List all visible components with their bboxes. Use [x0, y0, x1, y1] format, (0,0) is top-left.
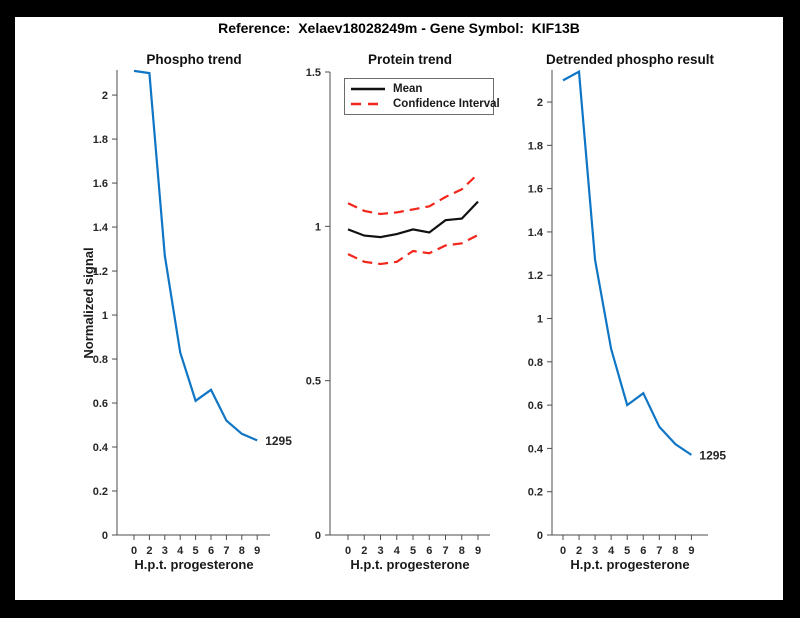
x-tick-label: 3 [592, 545, 598, 557]
y-tick-label: 0.8 [528, 357, 543, 369]
y-tick-label: 1.4 [528, 227, 544, 239]
legend-item-mean: Mean [351, 81, 487, 96]
y-tick-label: 0.4 [93, 442, 109, 454]
subplot-title-detrended-phospho: Detrended phospho result [545, 52, 714, 67]
x-tick-label: 8 [459, 545, 465, 557]
mean-line-sample-icon [351, 87, 385, 91]
legend-label-confidence-interval: Confidence Interval [393, 98, 500, 111]
y-tick-label: 0.2 [93, 486, 108, 498]
x-tick-label: 3 [162, 545, 168, 557]
y-tick-label: 1 [102, 310, 108, 322]
x-tick-label: 0 [131, 545, 137, 557]
x-tick-label: 7 [442, 545, 448, 557]
y-tick-label: 1.2 [528, 270, 543, 282]
x-tick-label: 2 [576, 545, 582, 557]
subplot-title-phospho-trend: Phospho trend [146, 52, 242, 67]
y-tick-label: 1.8 [528, 140, 543, 152]
x-tick-label: 8 [672, 545, 678, 557]
ci-dashed-line-sample-icon [351, 102, 385, 106]
y-tick-label: 1.6 [93, 178, 108, 190]
y-tick-label: 0.6 [93, 398, 108, 410]
x-tick-label: 5 [193, 545, 199, 557]
y-axis-label: Normalized signal [81, 247, 96, 359]
x-tick-label: 5 [624, 545, 630, 557]
y-tick-label: 0.4 [528, 443, 544, 455]
endpoint-label: 1295 [265, 434, 292, 448]
x-tick-label: 0 [560, 545, 566, 557]
endpoint-label: 1295 [699, 448, 726, 462]
y-tick-label: 1.8 [93, 134, 108, 146]
x-tick-label: 6 [208, 545, 214, 557]
subplot-title-protein-trend: Protein trend [367, 52, 452, 67]
legend-box: Mean Confidence Interval [344, 78, 500, 115]
x-tick-label: 6 [426, 545, 432, 557]
x-tick-label: 9 [254, 545, 260, 557]
y-tick-label: 1 [315, 221, 321, 233]
detrended-phospho-signal-line [562, 69, 693, 456]
y-tick-label: 0.6 [528, 400, 543, 412]
mean-line [347, 200, 479, 239]
legend-label-mean: Mean [393, 82, 423, 95]
x-tick-label: 8 [239, 545, 245, 557]
x-tick-label: 7 [656, 545, 662, 557]
x-axis-label-detrended: H.p.t. progesterone [570, 557, 690, 572]
y-tick-label: 0.2 [528, 487, 543, 499]
x-tick-label: 6 [640, 545, 646, 557]
x-tick-label: 4 [608, 545, 615, 557]
x-tick-label: 4 [177, 545, 184, 557]
x-axis-label-protein: H.p.t. progesterone [350, 557, 470, 572]
x-tick-label: 2 [361, 545, 367, 557]
y-tick-label: 1 [537, 314, 543, 326]
ci-upper-line [347, 173, 479, 216]
ci-lower-line [347, 234, 479, 266]
y-tick-label: 2 [537, 97, 543, 109]
x-tick-label: 9 [475, 545, 481, 557]
figure-title: Reference: Xelaev18028249m - Gene Symbol… [218, 20, 580, 36]
plots-svg: 0 2 3 4 5 6 7 8 900.20.40.60.811.21.41.61.821295… [93, 67, 727, 557]
y-tick-label: 1.5 [306, 67, 321, 79]
y-tick-label: 0 [102, 530, 108, 542]
y-tick-label: 0 [537, 530, 543, 542]
y-tick-label: 2 [102, 90, 108, 102]
x-tick-label: 4 [394, 545, 401, 557]
matlab-figure: 0 2 3 4 5 6 7 8 9 0 0.2 0.4 0.6 0.8 1 1.2 1.4 1.6 1.8 2 1295… [15, 17, 783, 600]
x-tick-label: 2 [146, 545, 152, 557]
y-tick-label: 0.8 [93, 354, 108, 366]
phospho-signal-line [133, 69, 258, 442]
legend-item-confidence-interval: Confidence Interval [351, 97, 500, 112]
y-tick-label: 0 [315, 530, 321, 542]
y-tick-label: 1.6 [528, 184, 543, 196]
x-tick-label: 0 [345, 545, 351, 557]
y-tick-label: 1.4 [93, 222, 109, 234]
x-tick-label: 5 [410, 545, 416, 557]
y-tick-label: 0.5 [306, 376, 321, 388]
x-tick-label: 7 [223, 545, 229, 557]
x-tick-label: 3 [377, 545, 383, 557]
y-tick-label: 1.2 [93, 266, 108, 278]
x-tick-label: 9 [688, 545, 694, 557]
x-axis-label-phospho: H.p.t. progesterone [134, 557, 254, 572]
